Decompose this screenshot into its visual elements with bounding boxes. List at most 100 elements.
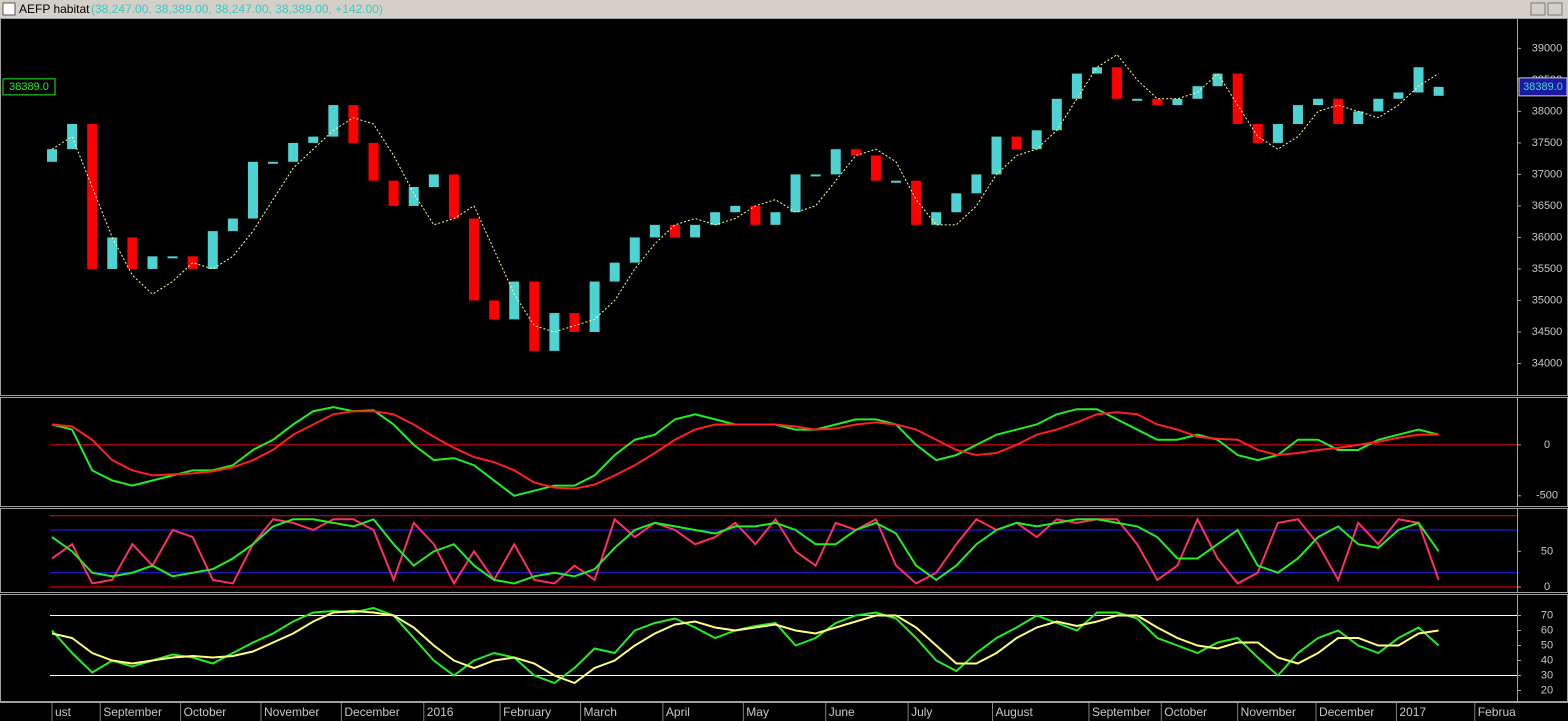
candle bbox=[1112, 67, 1123, 99]
candle bbox=[810, 174, 821, 177]
x-tick-label: May bbox=[746, 705, 769, 719]
candle bbox=[991, 136, 1002, 175]
x-tick-label: September bbox=[1092, 705, 1151, 719]
candle bbox=[750, 205, 761, 225]
series-line bbox=[51, 518, 1440, 585]
series-line bbox=[51, 410, 1439, 490]
candle bbox=[1373, 98, 1384, 112]
candle bbox=[328, 105, 339, 137]
candle bbox=[207, 231, 218, 269]
candle bbox=[288, 142, 299, 162]
candle bbox=[187, 256, 198, 269]
candle bbox=[1313, 98, 1324, 106]
candle bbox=[308, 136, 319, 143]
y-tick-label: 37500 bbox=[1532, 137, 1563, 149]
candle bbox=[569, 313, 580, 332]
candle bbox=[1433, 86, 1444, 96]
candle bbox=[609, 262, 620, 282]
candle bbox=[348, 105, 359, 143]
candle bbox=[870, 155, 881, 181]
y-tick-label: 40 bbox=[1541, 654, 1553, 666]
y-tick-label: 50 bbox=[1541, 545, 1553, 557]
candle bbox=[951, 193, 962, 213]
y-tick-label: 34000 bbox=[1532, 357, 1563, 369]
candle bbox=[589, 281, 600, 332]
candle bbox=[489, 300, 500, 320]
last-value-box bbox=[2, 78, 56, 96]
y-tick-label: 39000 bbox=[1532, 42, 1563, 54]
candle bbox=[408, 187, 419, 206]
x-tick-label: December bbox=[344, 705, 399, 719]
y-tick-label: 36500 bbox=[1532, 200, 1563, 212]
x-tick-label: 2017 bbox=[1399, 705, 1426, 719]
y-tick-label: 38000 bbox=[1532, 105, 1563, 117]
y-tick-label: 70 bbox=[1541, 609, 1553, 621]
candle bbox=[448, 174, 459, 219]
candle bbox=[1353, 111, 1364, 124]
title-bar bbox=[0, 0, 1568, 18]
y-tick-label: 35000 bbox=[1532, 294, 1563, 306]
candle bbox=[669, 224, 680, 238]
y-tick-label: 0 bbox=[1544, 439, 1550, 451]
series-line bbox=[51, 609, 1439, 685]
x-tick-label: September bbox=[103, 705, 162, 719]
y-tick-label: 36000 bbox=[1532, 231, 1563, 243]
window-icon bbox=[2, 2, 16, 16]
candle bbox=[629, 237, 640, 263]
x-tick-label: Februa bbox=[1478, 705, 1516, 719]
candle bbox=[891, 180, 902, 183]
candle bbox=[1011, 136, 1022, 150]
candle bbox=[770, 212, 781, 225]
candle bbox=[529, 281, 540, 351]
candle bbox=[1051, 98, 1062, 131]
candle bbox=[509, 281, 520, 320]
candle bbox=[1292, 105, 1303, 124]
last-value-label: 38389.0 bbox=[1523, 81, 1563, 93]
candle bbox=[227, 218, 238, 232]
window-title: AEFP habitat bbox=[19, 2, 90, 16]
candle bbox=[730, 205, 741, 213]
candle bbox=[690, 224, 701, 238]
series-line bbox=[51, 516, 1440, 586]
candle bbox=[388, 180, 399, 206]
y-tick-label: -500 bbox=[1536, 490, 1558, 502]
candle bbox=[368, 142, 379, 181]
last-value-label: 38389.0 bbox=[9, 81, 49, 93]
candle bbox=[850, 149, 861, 156]
y-tick-label: 37000 bbox=[1532, 168, 1563, 180]
candle bbox=[1333, 98, 1344, 124]
x-tick-label: October bbox=[184, 705, 227, 719]
candle bbox=[107, 237, 118, 269]
candle bbox=[87, 123, 98, 269]
candle bbox=[1091, 67, 1102, 74]
y-tick-label: 35500 bbox=[1532, 263, 1563, 275]
candle bbox=[971, 174, 982, 194]
last-value-box bbox=[1518, 77, 1568, 97]
candle bbox=[1413, 67, 1424, 93]
x-tick-label: October bbox=[1164, 705, 1207, 719]
x-tick-label: April bbox=[666, 705, 690, 719]
candle bbox=[911, 180, 922, 225]
candle bbox=[47, 149, 58, 162]
candle bbox=[1172, 98, 1183, 106]
candle bbox=[268, 161, 279, 164]
candle bbox=[167, 256, 178, 259]
candle bbox=[1393, 92, 1404, 99]
candle bbox=[469, 218, 480, 301]
candle bbox=[1031, 130, 1042, 150]
x-tick-label: December bbox=[1319, 705, 1374, 719]
candle bbox=[790, 174, 801, 213]
window-quote: (38,247.00, 38,389.00, 38,247.00, 38,389… bbox=[91, 2, 383, 16]
candle bbox=[931, 212, 942, 225]
x-tick-label: ust bbox=[55, 705, 72, 719]
y-tick-label: 34500 bbox=[1532, 326, 1563, 338]
y-tick-label: 50 bbox=[1541, 639, 1553, 651]
restore-button[interactable] bbox=[1530, 2, 1546, 16]
candle bbox=[147, 256, 158, 269]
x-tick-label: July bbox=[911, 705, 932, 719]
x-tick-label: August bbox=[995, 705, 1033, 719]
close-button[interactable] bbox=[1547, 2, 1563, 16]
y-tick-label: 0 bbox=[1544, 581, 1550, 593]
